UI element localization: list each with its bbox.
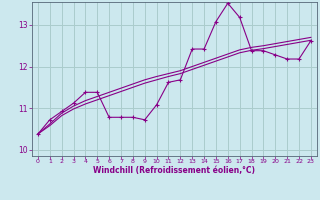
X-axis label: Windchill (Refroidissement éolien,°C): Windchill (Refroidissement éolien,°C) bbox=[93, 166, 255, 175]
